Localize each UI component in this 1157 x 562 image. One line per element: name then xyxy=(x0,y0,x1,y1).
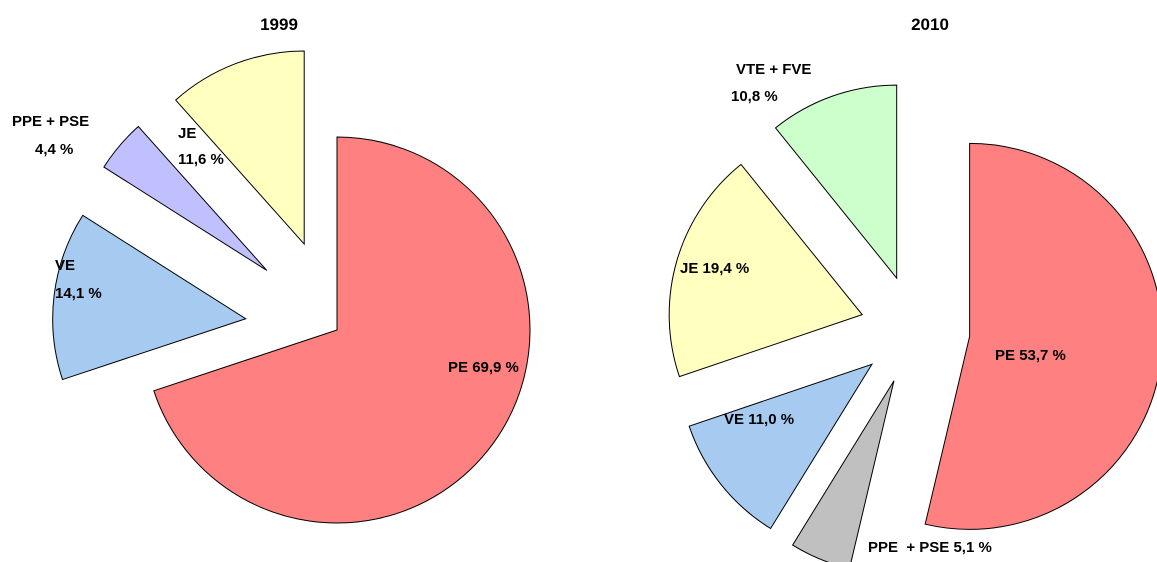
slice-value: 53,7 % xyxy=(1019,347,1066,364)
chart-title: 1999 xyxy=(260,15,298,34)
pie-slice xyxy=(774,84,898,280)
slice-category: PPE + PSE xyxy=(868,539,949,556)
slice-label: VTE + FVE 10,8 % xyxy=(731,61,811,105)
slice-label: JE 19,4 % xyxy=(680,260,749,277)
slice-label: PPE + PSE 4,4 % xyxy=(12,113,89,158)
pie-slice xyxy=(688,363,874,530)
slice-category: VTE + FVE xyxy=(736,61,811,78)
slice-category: PE xyxy=(995,347,1015,364)
slice-category: JE xyxy=(178,125,196,142)
slice-value: 10,8 % xyxy=(731,88,778,105)
slice-value: 4,4 % xyxy=(35,141,73,158)
slice-category: PPE + PSE xyxy=(12,113,89,130)
chart-title: 2010 xyxy=(911,15,949,34)
pie-slice xyxy=(103,125,268,271)
slice-label: PE 53,7 % xyxy=(995,347,1066,364)
pie-slice xyxy=(153,136,531,524)
slice-category: VE xyxy=(724,411,744,428)
slice-value: 11,6 % xyxy=(178,151,224,168)
slice-category: PE xyxy=(448,359,468,376)
pie-slice xyxy=(668,163,864,378)
slice-label: VE 14,1 % xyxy=(55,257,102,302)
slice-value: 14,1 % xyxy=(55,285,102,302)
slice-value: 19,4 % xyxy=(703,260,750,277)
slice-value: 5,1 % xyxy=(953,539,991,556)
slice-label: PPE + PSE 5,1 % xyxy=(868,539,992,556)
slice-value: 69,9 % xyxy=(472,359,519,376)
slice-category: VE xyxy=(55,257,75,274)
pie-slice xyxy=(52,214,247,381)
slice-label: JE 11,6 % xyxy=(178,125,224,168)
slice-value: 11,0 % xyxy=(748,411,794,428)
pie-slice xyxy=(174,50,305,246)
pie-slice xyxy=(791,380,895,562)
pie-slice xyxy=(924,142,1157,530)
slice-label: PE 69,9 % xyxy=(448,359,519,376)
slice-category: JE xyxy=(680,260,698,277)
slice-label: VE 11,0 % xyxy=(724,411,794,428)
